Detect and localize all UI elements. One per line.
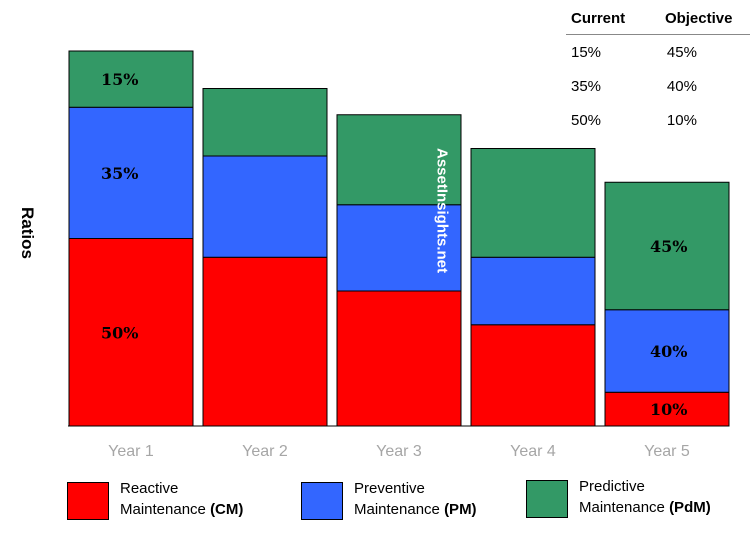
table-row: 15% 45% (566, 35, 750, 69)
table-cell-current: 15% (571, 43, 602, 61)
bar-segment-year-3-pdm (336, 114, 462, 206)
legend-label-line2: Maintenance (354, 501, 445, 518)
bar-segment-year-4-pm (470, 256, 596, 326)
bar-segment-year-1-cm (68, 238, 194, 427)
data-label: 45% (650, 237, 687, 256)
legend-label-line1: Preventive (354, 480, 425, 497)
table-header-objective: Objective (664, 10, 733, 27)
table-cell-objective: 40% (666, 77, 697, 95)
table-header-current: Current (571, 10, 626, 27)
legend-label-abbr: (CM) (210, 501, 244, 518)
bar-segment-year-2-pdm (202, 88, 328, 157)
bars-group (68, 50, 730, 427)
legend-item-reactive: Reactive Maintenance (CM) (67, 478, 243, 520)
bar-segment-year-5-pdm (604, 181, 730, 311)
legend-label-abbr: (PdM) (669, 499, 711, 516)
y-axis-label: Ratios (18, 207, 37, 259)
legend-label-abbr: (PM) (444, 501, 477, 518)
legend-swatch-predictive (526, 480, 568, 518)
x-tick-label: Year 1 (108, 443, 154, 460)
bar-segment-year-2-pm (202, 155, 328, 258)
legend-label-line1: Reactive (120, 480, 179, 497)
legend-item-predictive: Predictive Maintenance (PdM) (526, 476, 711, 518)
table-cell-objective: 10% (666, 111, 697, 129)
legend-label-line2: Maintenance (579, 499, 670, 516)
bar-segment-year-3-cm (336, 290, 462, 427)
x-tick-label: Year 5 (644, 443, 690, 460)
bar-segment-year-4-cm (470, 324, 596, 427)
bar-segment-year-3-pm (336, 204, 462, 292)
table-row: 35% 40% (566, 69, 750, 103)
stacked-bar-chart: 15%35%50%45%40%10% Year 1 Year 2 Year 3 Yea… (68, 50, 730, 460)
table-header-row: Current Objective (566, 10, 750, 35)
table-cell-objective: 45% (666, 43, 697, 61)
legend-item-preventive: Preventive Maintenance (PM) (301, 478, 477, 520)
table-cell-current: 35% (571, 77, 602, 95)
legend-label-line2: Maintenance (120, 501, 211, 518)
data-labels-group: 15% 35% 50% 45% 40% 10% (101, 70, 687, 419)
data-label: 50% (101, 323, 138, 342)
data-label: 40% (650, 342, 687, 361)
legend-swatch-preventive (301, 482, 343, 520)
table-row: 50% 10% (566, 103, 750, 137)
x-tick-label: Year 4 (510, 443, 556, 460)
bar-segment-year-4-pdm (470, 148, 596, 258)
data-label: 35% (101, 164, 138, 183)
legend-label-line1: Predictive (579, 478, 645, 495)
chart-legend: Reactive Maintenance (CM) Preventive Mai… (0, 478, 750, 526)
bar-segment-year-1-pm (68, 106, 194, 239)
watermark-text: AssetInsights.net (433, 147, 451, 274)
current-objective-table: Current Objective 15% 45% 35% 40% 50% 10… (566, 10, 750, 137)
table-cell-current: 50% (571, 111, 602, 129)
x-tick-label: Year 2 (242, 443, 288, 460)
x-tick-labels-group: Year 1 Year 2 Year 3 Year 4 Year 5 (108, 443, 690, 460)
bar-segment-year-2-cm (202, 256, 328, 427)
x-tick-label: Year 3 (376, 443, 422, 460)
legend-swatch-reactive (67, 482, 109, 520)
bar-segment-year-1-pdm (68, 50, 194, 108)
data-label: 15% (101, 70, 138, 89)
data-label: 10% (650, 400, 687, 419)
